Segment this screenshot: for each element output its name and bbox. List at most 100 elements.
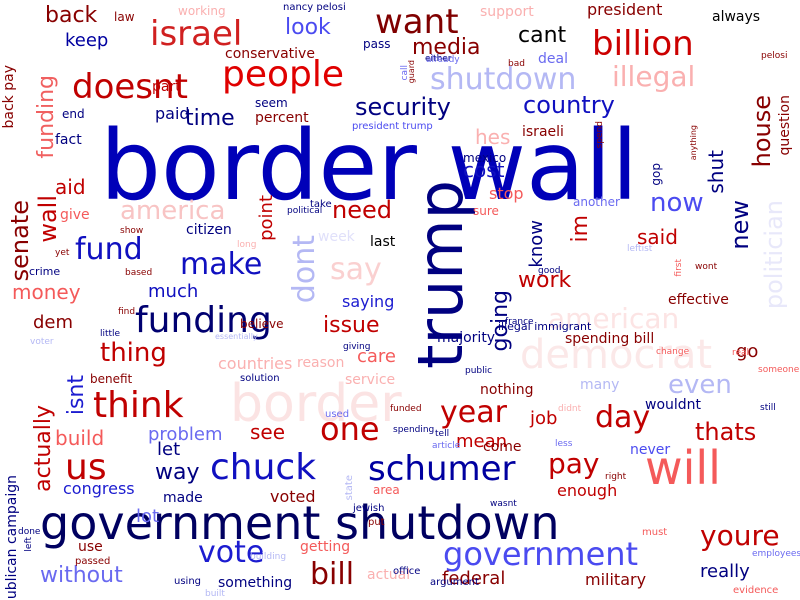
word-dont: dont	[287, 235, 322, 304]
word-see: see	[250, 420, 286, 444]
word-government: government	[443, 535, 639, 573]
word-spending: spending	[393, 425, 435, 435]
word-youre: youre	[700, 519, 780, 552]
word-made: made	[163, 490, 203, 506]
word-dem: dem	[33, 312, 74, 333]
word-another: another	[573, 195, 620, 209]
word-shut: shut	[704, 150, 728, 194]
word-look: look	[285, 15, 331, 40]
word-thing: thing	[100, 338, 167, 368]
word-never: never	[630, 442, 671, 458]
word-based: based	[125, 268, 153, 278]
word-back: back	[45, 3, 98, 28]
word-media: media	[412, 35, 481, 60]
word-without: without	[40, 563, 123, 588]
word-voter: voter	[30, 337, 54, 347]
word-working: working	[178, 4, 226, 18]
word-day: day	[595, 400, 651, 435]
word-cost: cost	[463, 158, 505, 182]
word-said: said	[637, 225, 678, 249]
word-people: people	[222, 54, 345, 95]
word-time: time	[185, 106, 235, 131]
word-illegal-immigrant: illegal immigrant	[498, 320, 592, 333]
word-know: know	[526, 220, 547, 268]
word-building: building	[250, 552, 287, 562]
word-always: always	[712, 9, 761, 25]
word-citizen: citizen	[186, 222, 232, 238]
word-pay: pay	[548, 447, 600, 480]
word-issue: issue	[323, 313, 380, 338]
word-thats: thats	[695, 418, 757, 446]
word-law: law	[114, 10, 135, 24]
word-built: built	[205, 589, 225, 599]
word-using: using	[174, 576, 202, 587]
word-house: house	[748, 95, 776, 168]
word-essentially: essentially	[215, 332, 258, 341]
word-wasnt: wasnt	[490, 499, 517, 509]
word-fund: fund	[75, 232, 143, 267]
word-isnt: isnt	[64, 375, 89, 416]
word-doesnt: doesnt	[72, 67, 188, 107]
word-come: come	[483, 439, 522, 455]
word-mexico: mexico	[463, 151, 507, 165]
word-done: done	[18, 527, 41, 537]
word-benefit: benefit	[90, 372, 133, 386]
word-real: real	[732, 348, 750, 358]
word-question: question	[777, 95, 793, 156]
word-something: something	[218, 575, 293, 591]
word-border-wall: border wall	[100, 110, 639, 222]
word-office: office	[393, 566, 421, 577]
word-border: border	[230, 374, 402, 434]
word-pass: pass	[363, 37, 391, 51]
word-aid: aid	[55, 175, 86, 199]
word-now: now	[650, 188, 704, 218]
word-leftist: leftist	[627, 244, 653, 254]
word-cant: cant	[518, 23, 567, 48]
word-passed: passed	[75, 556, 111, 567]
word-must: must	[642, 527, 668, 538]
word-go: go	[736, 341, 759, 362]
word-many: many	[580, 377, 620, 393]
word-actually: actually	[31, 405, 56, 492]
word-anything: anything	[689, 125, 698, 161]
word-long: long	[237, 240, 257, 250]
word-care: care	[357, 346, 397, 367]
word-will: will	[645, 441, 721, 495]
word-shutdown: shutdown	[430, 62, 577, 97]
word-bad: bad	[508, 59, 525, 69]
word-service: service	[345, 372, 396, 388]
word-billion: billion	[592, 24, 694, 64]
word-democrat: democrat	[520, 332, 713, 378]
word-schumer: schumer	[368, 449, 516, 489]
word-much: much	[148, 281, 199, 302]
word-getting: getting	[300, 539, 351, 555]
word-funded: funded	[390, 404, 422, 414]
word-government-shutdown: government shutdown	[40, 496, 560, 550]
word-think: think	[93, 385, 184, 426]
word-nothing: nothing	[480, 382, 534, 398]
word-deal: deal	[538, 51, 568, 67]
word-take: take	[310, 199, 332, 210]
word-either: either	[425, 54, 452, 64]
word-hes: hes	[475, 125, 511, 149]
word-giving: giving	[343, 342, 371, 352]
word-congress: congress	[63, 479, 135, 498]
word-change: change	[656, 347, 690, 357]
word-even: even	[668, 370, 732, 400]
word-area: area	[373, 483, 400, 497]
word-say: say	[330, 252, 382, 287]
word-seem: seem	[255, 96, 288, 110]
word-part: part	[152, 79, 181, 95]
word-keep: keep	[65, 30, 109, 51]
word-us: us	[65, 447, 107, 488]
word-use: use	[78, 539, 103, 555]
word-fact: fact	[55, 132, 82, 148]
word-israel: israel	[150, 14, 243, 54]
word-really: really	[700, 561, 750, 582]
word-france: france	[505, 317, 534, 327]
word-mean: mean	[456, 431, 508, 452]
word-build: build	[55, 426, 105, 450]
word-public: public	[465, 366, 493, 376]
word-need: need	[332, 196, 392, 224]
word-little: little	[100, 329, 121, 339]
